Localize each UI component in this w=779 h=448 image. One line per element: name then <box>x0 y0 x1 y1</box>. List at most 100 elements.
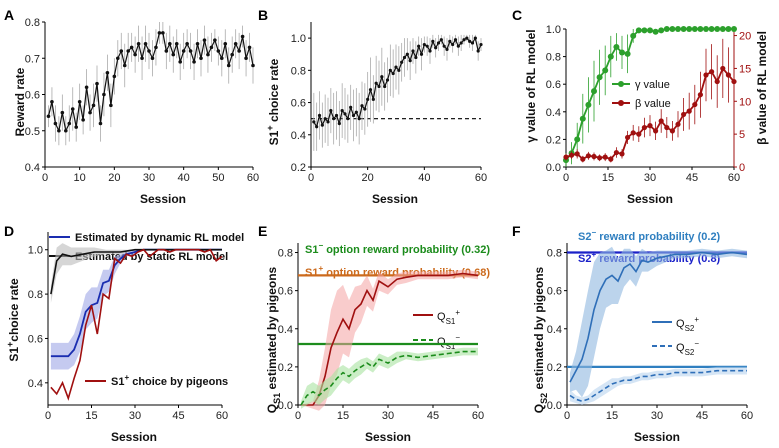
b-ylabel: S1+ choice rate <box>265 58 281 145</box>
f-annotation-minus: S2− reward probability (0.2) <box>578 228 721 243</box>
y-tick-label: 0.0 <box>547 400 562 412</box>
c-gamma-point <box>585 101 592 108</box>
c-gamma-point <box>602 67 609 74</box>
b-point <box>445 47 449 51</box>
b-point <box>400 60 404 64</box>
c-beta-point <box>641 124 648 131</box>
y-tick-label: 0.8 <box>28 289 43 301</box>
y-tick-label: 0.6 <box>547 286 562 298</box>
a-point <box>150 56 155 61</box>
b-point <box>436 41 441 45</box>
d-series-pigeon <box>50 248 223 401</box>
b-point <box>371 97 375 101</box>
c-right-tick-label: 0 <box>739 162 745 174</box>
y-tick-label: 0.7 <box>25 53 40 65</box>
c-gamma-point <box>619 49 625 56</box>
c-beta-point <box>574 151 580 157</box>
b-point <box>320 123 324 127</box>
d-xlabel: Session <box>111 430 157 444</box>
panel-c-axes: 0 15 30 45 60 0.0 0.2 0.4 0.6 0.8 1.0 0 5 10 15 20 <box>546 24 752 184</box>
y-tick-label: 0.6 <box>546 79 561 91</box>
x-tick-label: 0 <box>45 410 51 422</box>
c-beta-point <box>720 65 726 72</box>
b-point <box>388 68 392 72</box>
f-ylabel: QS2 estimated by pigeons <box>532 266 549 413</box>
c-gamma-point <box>624 50 631 57</box>
c-gamma-point <box>641 27 648 34</box>
b-point <box>323 117 327 121</box>
c-gamma-point <box>703 26 709 32</box>
a-point <box>70 107 75 111</box>
b-point <box>312 120 316 124</box>
b-point <box>397 68 401 72</box>
y-tick-label: 1.0 <box>28 245 43 257</box>
c-gamma-point <box>691 26 698 32</box>
y-tick-label: 0.4 <box>278 324 293 336</box>
d-legend-dynamic: Estimated by dynamic RL model <box>75 232 244 244</box>
a-point <box>233 41 238 46</box>
c-xlabel: Session <box>627 192 673 206</box>
y-tick-label: 0.8 <box>25 17 40 29</box>
f-series-qplus <box>569 246 748 398</box>
c-beta-point <box>686 108 692 114</box>
c-beta-point <box>709 69 715 75</box>
a-point <box>188 49 193 53</box>
x-tick-label: 60 <box>728 172 740 184</box>
x-tick-label: 20 <box>108 172 120 184</box>
b-point <box>329 109 333 113</box>
x-tick-label: 15 <box>85 410 97 422</box>
b-point <box>476 49 480 53</box>
panel-label-a: A <box>4 7 14 23</box>
x-tick-label: 15 <box>337 410 349 422</box>
c-beta-point <box>580 156 586 162</box>
c-beta-point <box>625 134 631 141</box>
c-gamma-point <box>714 26 721 32</box>
c-gamma-point <box>697 26 704 32</box>
panel-label-c: C <box>512 7 522 23</box>
c-beta-point <box>725 72 732 78</box>
a-point <box>46 114 51 119</box>
b-xlabel: Session <box>372 192 418 206</box>
x-tick-label: 30 <box>143 172 155 184</box>
f-qplus-band <box>570 246 747 398</box>
x-tick-label: 30 <box>644 172 656 184</box>
y-tick-label: 0.8 <box>547 248 562 260</box>
a-point <box>220 56 224 61</box>
x-tick-label: 0 <box>295 410 301 422</box>
a-point <box>147 49 151 53</box>
a-point <box>195 41 200 46</box>
b-point <box>360 104 364 108</box>
b-point <box>351 113 356 118</box>
y-tick-label: 1.0 <box>546 24 561 36</box>
f-legend-plus: QS2+ <box>676 315 699 333</box>
b-point <box>349 105 353 109</box>
b-point <box>368 88 373 92</box>
b-point <box>479 42 483 47</box>
c-gamma-point <box>613 43 620 50</box>
a-point <box>206 52 210 57</box>
b-point <box>357 117 361 121</box>
c-ylabel-left: γ value of RL model <box>524 29 538 142</box>
a-point <box>202 38 207 42</box>
a-point <box>64 128 68 133</box>
c-beta-point <box>636 131 642 137</box>
panel-e-axes: 0 15 30 45 60 0.0 0.2 0.4 0.6 0.8 <box>278 243 484 422</box>
a-point <box>109 103 113 108</box>
b-point <box>363 107 367 111</box>
a-point <box>185 41 189 46</box>
panel-d-axes: 0 15 30 45 60 0.4 0.6 0.8 1.0 <box>28 232 228 422</box>
y-tick-label: 0.8 <box>278 248 293 260</box>
a-point <box>230 52 234 57</box>
e-series-qminus <box>300 347 478 409</box>
e-ylabel: QS1 estimated by pigeons <box>265 266 282 413</box>
a-point <box>133 52 137 57</box>
c-beta-point <box>613 149 620 156</box>
c-right-tick-label: 10 <box>739 96 751 108</box>
b-point <box>326 120 330 124</box>
x-tick-label: 0 <box>564 410 570 422</box>
c-legend-gamma: γ value <box>635 79 670 91</box>
a-point <box>157 31 162 35</box>
c-gamma-point <box>635 27 642 34</box>
panel-a-axes: 0 10 20 30 40 50 60 0.4 0.5 0.6 0.7 0.8 <box>25 17 259 184</box>
b-point <box>451 42 455 47</box>
